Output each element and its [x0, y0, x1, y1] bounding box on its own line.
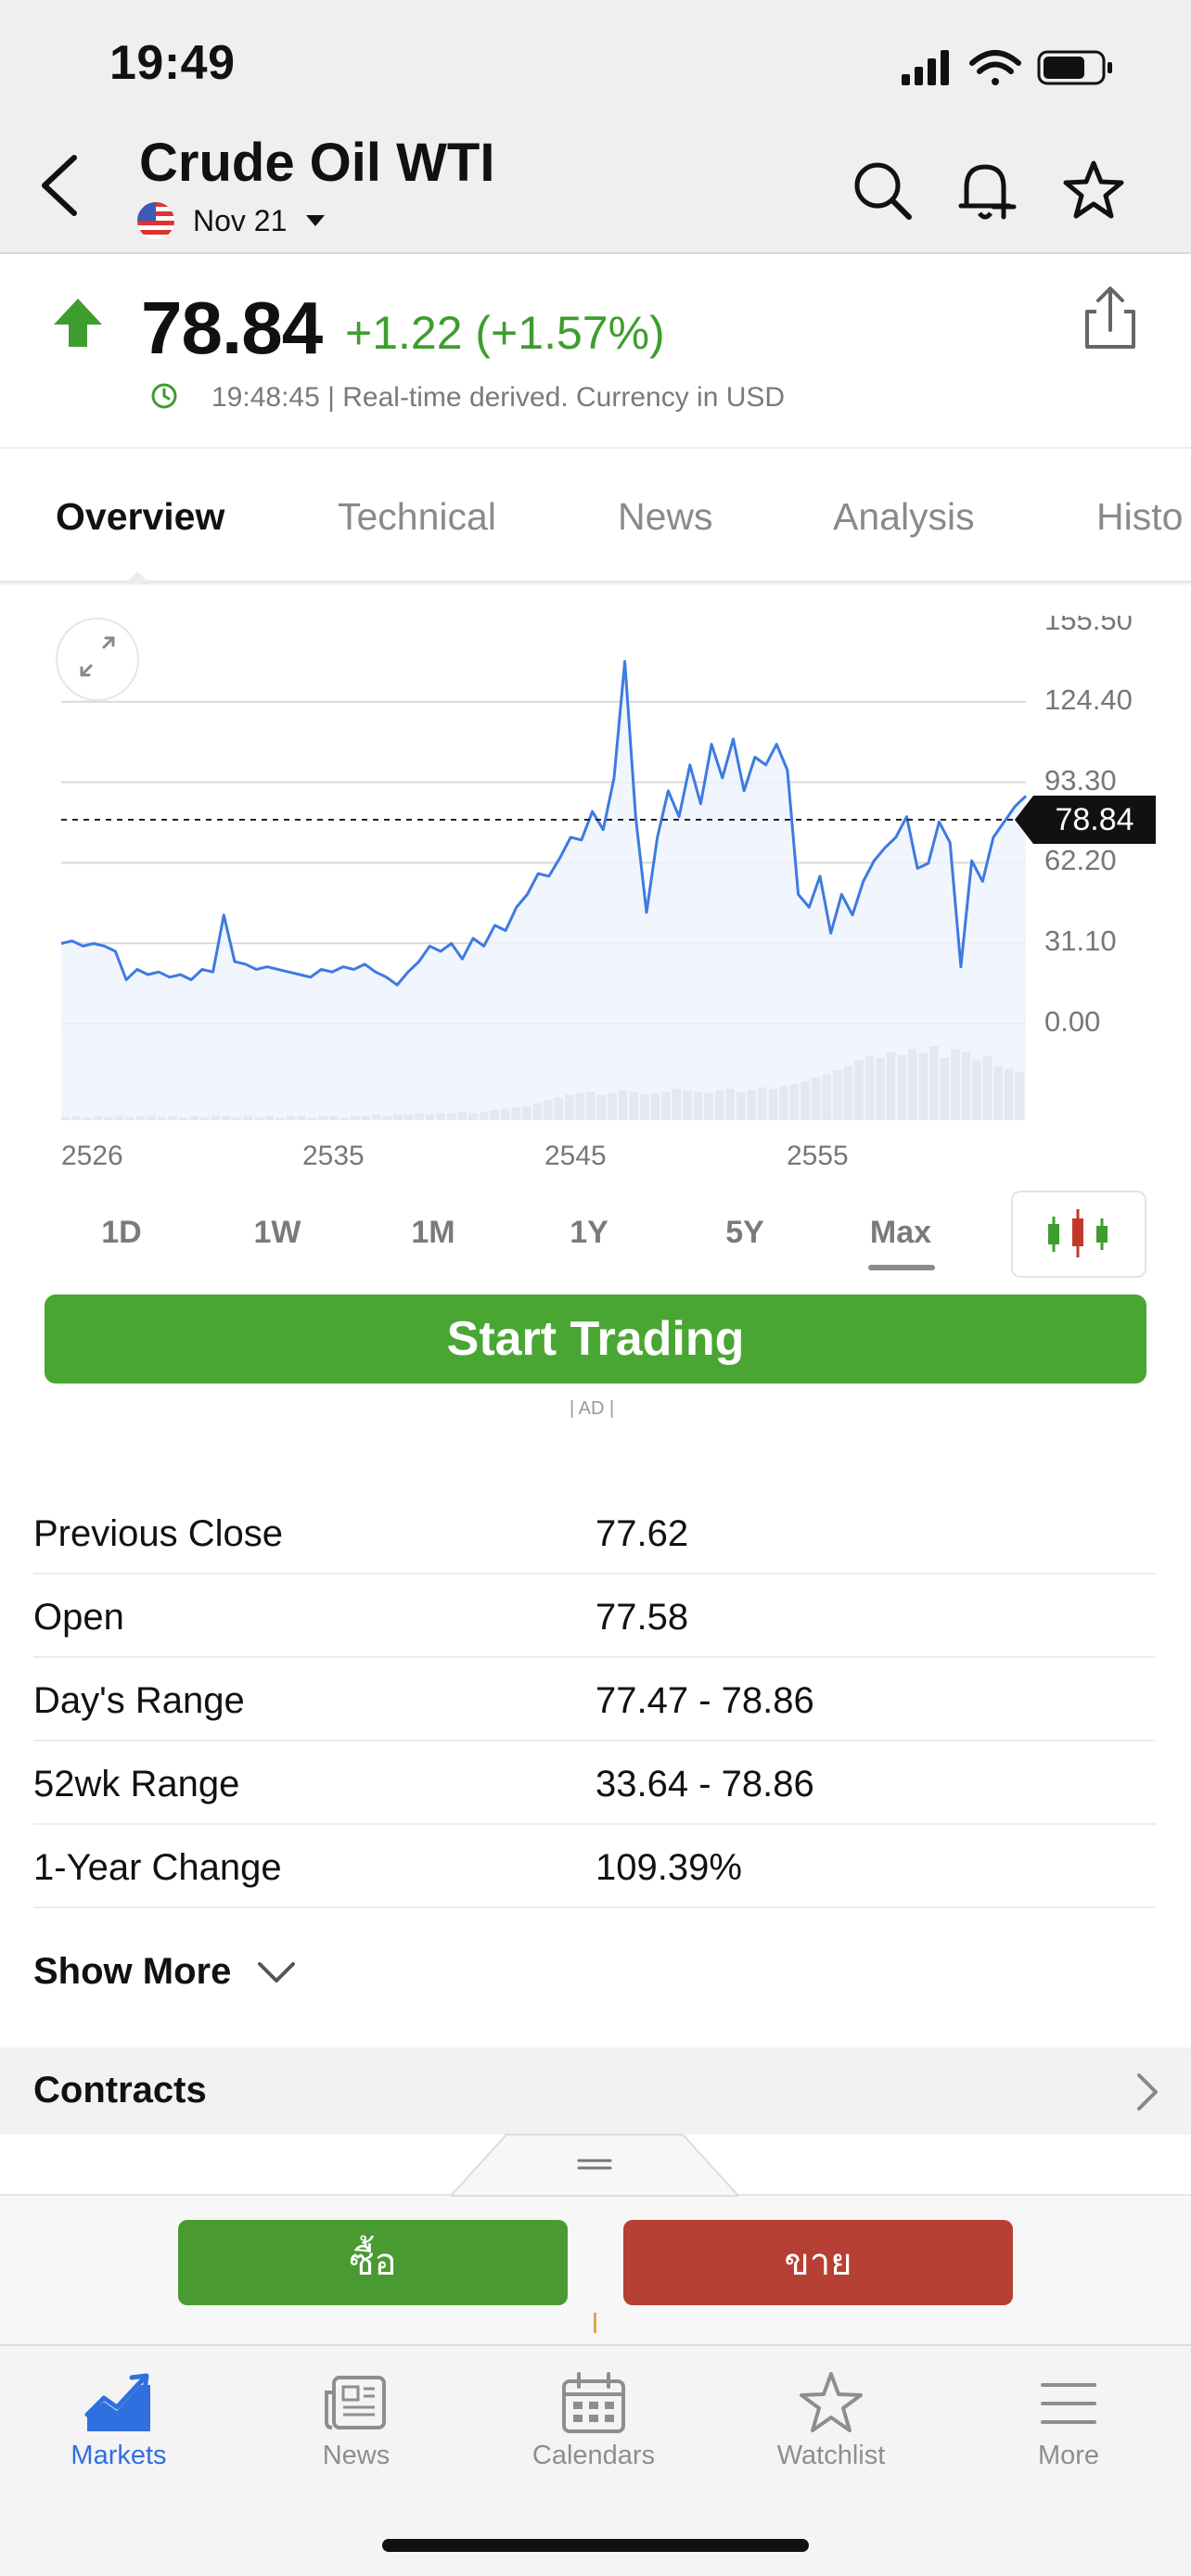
home-indicator — [382, 2539, 809, 2552]
x-tick-label: 2535 — [302, 1141, 365, 1171]
stat-label: Day's Range — [33, 1680, 245, 1721]
chevron-right-icon — [1137, 2073, 1158, 2111]
chevron-down-icon[interactable] — [256, 1958, 297, 1986]
battery-icon — [1037, 50, 1112, 85]
wifi-icon — [969, 50, 1021, 85]
tabbar-markets[interactable]: Markets — [26, 2370, 211, 2471]
stat-label: Open — [33, 1597, 124, 1638]
tabbar-watchlist[interactable]: Watchlist — [738, 2370, 924, 2471]
stat-row-52wk-range: 52wk Range 33.64 - 78.86 — [33, 1741, 1156, 1825]
price-chart[interactable] — [0, 603, 1191, 1131]
divider — [0, 447, 1191, 449]
range-5y[interactable]: 5Y — [725, 1215, 764, 1250]
tabs-shadow — [0, 580, 1191, 586]
y-tick-label: 93.30 — [1044, 763, 1117, 797]
last-price-marker: 78.84 — [1015, 796, 1156, 844]
range-1m[interactable]: 1M — [411, 1215, 455, 1250]
tabbar-calendars[interactable]: Calendars — [501, 2370, 686, 2471]
quote-timestamp: 19:48:45 | Real-time derived. Currency i… — [211, 382, 786, 413]
price-line — [60, 659, 1028, 987]
range-1y[interactable]: 1Y — [570, 1215, 608, 1250]
share-icon[interactable] — [1076, 284, 1145, 352]
watchlist-star-icon[interactable] — [1059, 156, 1128, 224]
tabbar-label: More — [1037, 2441, 1100, 2470]
stat-value: 77.58 — [596, 1597, 689, 1638]
stat-label: 1-Year Change — [33, 1847, 282, 1888]
price-area — [61, 661, 1026, 1120]
expand-chart-button[interactable] — [56, 618, 139, 701]
contracts-label: Contracts — [33, 2070, 207, 2111]
stat-label: 52wk Range — [33, 1764, 240, 1804]
price-change: +1.22 (+1.57%) — [345, 307, 665, 359]
bottom-tab-bar: Markets News Calendars Watchlist — [0, 2344, 1191, 2576]
last-price: 78.84 — [141, 287, 323, 369]
chart-type-button[interactable] — [1011, 1191, 1146, 1278]
stat-value: 77.62 — [596, 1513, 689, 1554]
range-1w[interactable]: 1W — [253, 1215, 301, 1250]
x-tick-label: 2545 — [544, 1141, 607, 1171]
tabbar-more[interactable]: More — [976, 2370, 1161, 2471]
ad-label: | AD | — [570, 1398, 615, 1419]
x-tick-label: 2526 — [61, 1141, 123, 1171]
y-tick-label: 124.40 — [1044, 682, 1133, 716]
tabbar-label: Calendars — [531, 2441, 656, 2470]
expand-icon — [80, 636, 115, 677]
caret-down-icon[interactable] — [306, 215, 325, 226]
tab-news[interactable]: News — [618, 495, 713, 538]
stat-row-1-year-change: 1-Year Change 109.39% — [33, 1825, 1156, 1908]
star-icon — [800, 2372, 863, 2432]
contracts-section-header[interactable]: Contracts — [0, 2047, 1191, 2135]
add-alert-bell-icon[interactable] — [952, 156, 1020, 224]
stat-label: Previous Close — [33, 1513, 284, 1554]
news-icon — [325, 2376, 386, 2429]
stat-row-open: Open 77.58 — [33, 1575, 1156, 1658]
start-trading-button[interactable]: Start Trading — [45, 1294, 1146, 1384]
stat-row-days-range: Day's Range 77.47 - 78.86 — [33, 1658, 1156, 1741]
tab-overview[interactable]: Overview — [56, 495, 225, 538]
search-icon[interactable] — [848, 156, 916, 224]
menu-icon — [1041, 2383, 1096, 2424]
markets-icon — [84, 2373, 150, 2431]
drawer-handle[interactable] — [451, 2133, 738, 2198]
y-tick-label: 31.10 — [1044, 925, 1117, 958]
tabbar-label: News — [322, 2441, 391, 2470]
tabbar-news[interactable]: News — [263, 2370, 449, 2471]
stat-value: 77.47 - 78.86 — [596, 1680, 814, 1721]
active-tab-indicator — [124, 571, 150, 584]
spread-marker — [594, 2313, 596, 2333]
range-active-underline — [868, 1265, 935, 1270]
status-icons — [902, 50, 1112, 85]
tabbar-label: Watchlist — [776, 2441, 886, 2470]
y-tick-label: 0.00 — [1044, 1005, 1101, 1038]
range-1d[interactable]: 1D — [101, 1215, 142, 1250]
top-header-area — [0, 0, 1191, 254]
stat-row-previous-close: Previous Close 77.62 — [33, 1491, 1156, 1575]
buy-button[interactable]: ซื้อ — [178, 2220, 568, 2305]
x-tick-label: 2555 — [787, 1141, 849, 1171]
tabbar-label: Markets — [70, 2441, 167, 2470]
y-tick-label: 155.50 — [1044, 616, 1133, 636]
clock-icon — [151, 383, 177, 409]
tab-historical[interactable]: Histo — [1096, 495, 1184, 538]
up-arrow-icon — [54, 299, 102, 347]
stat-value: 33.64 - 78.86 — [596, 1764, 814, 1804]
range-max[interactable]: Max — [869, 1215, 932, 1250]
contract-selector[interactable]: Nov 21 — [193, 204, 288, 237]
tab-technical[interactable]: Technical — [338, 495, 496, 538]
candlestick-icon — [1048, 1209, 1108, 1257]
back-button[interactable] — [28, 148, 93, 223]
signal-icon — [902, 50, 949, 85]
tab-analysis[interactable]: Analysis — [833, 495, 975, 538]
sell-button[interactable]: ขาย — [623, 2220, 1013, 2305]
instrument-title: Crude Oil WTI — [139, 133, 495, 193]
status-time: 19:49 — [109, 36, 236, 90]
us-flag-icon — [137, 202, 174, 239]
show-more-button[interactable]: Show More — [33, 1951, 232, 1992]
stat-value: 109.39% — [596, 1847, 742, 1888]
y-tick-label: 62.20 — [1044, 844, 1117, 877]
calendar-icon — [562, 2372, 625, 2433]
